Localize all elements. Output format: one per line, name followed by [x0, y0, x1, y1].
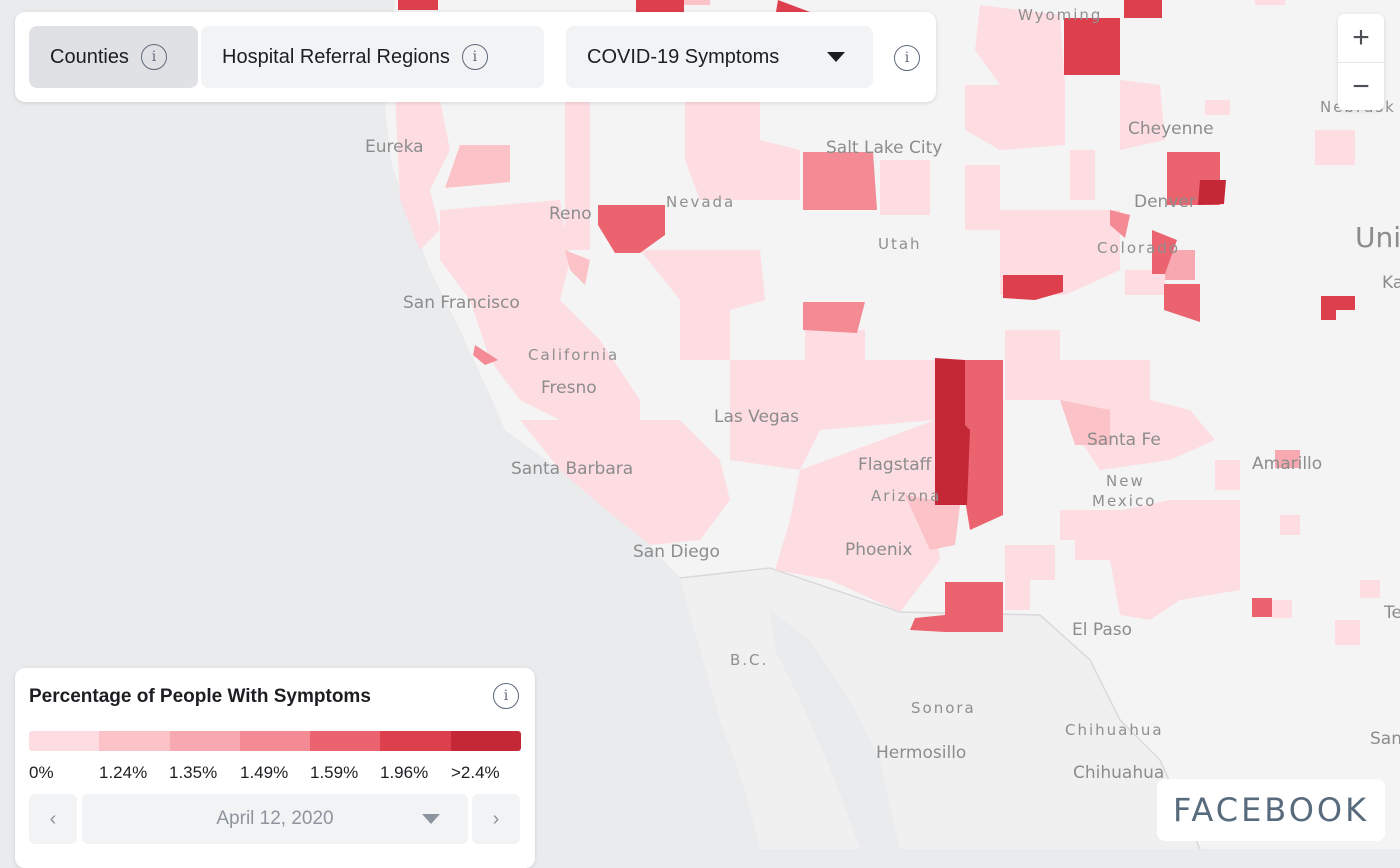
metric-dropdown[interactable]: COVID-19 Symptoms: [566, 26, 873, 88]
place-label: Santa Fe: [1087, 430, 1161, 450]
place-label: Santa Barbara: [511, 459, 633, 479]
legend-swatch: [310, 731, 381, 751]
place-label: Reno: [549, 204, 592, 224]
place-label: Salt Lake City: [826, 138, 942, 158]
place-label: California: [528, 346, 619, 364]
legend-swatch: [450, 731, 521, 751]
place-label: Amarillo: [1252, 454, 1322, 474]
place-label: Chihuahua: [1065, 721, 1164, 739]
place-label: New: [1106, 472, 1145, 490]
legend-swatch: [29, 731, 100, 751]
place-label: Chihuahua: [1073, 763, 1164, 783]
place-label: Las Vegas: [714, 407, 799, 427]
place-label: Te: [1383, 603, 1400, 623]
gulf: [770, 610, 900, 849]
legend-label: 1.24%: [99, 763, 148, 782]
place-label: El Paso: [1072, 620, 1132, 640]
zoom-in-button[interactable]: +: [1352, 21, 1370, 54]
zoom-controls: + −: [1338, 14, 1384, 110]
place-label: Colorado: [1097, 239, 1180, 257]
legend-swatch: [380, 731, 451, 751]
mexico-land: [680, 568, 1200, 849]
legend-label: 1.59%: [310, 763, 359, 782]
county-fills: [395, 0, 1380, 645]
legend-label: 1.96%: [380, 763, 429, 782]
legend-panel: Percentage of People With Symptoms i 0% …: [15, 668, 535, 868]
info-icon[interactable]: i: [493, 683, 519, 709]
place-label: Ka: [1382, 273, 1400, 293]
info-icon[interactable]: i: [894, 45, 920, 71]
place-label: B.C.: [730, 651, 768, 669]
tab-hospital-referral-regions[interactable]: Hospital Referral Regions i: [201, 26, 544, 88]
place-label: Fresno: [541, 378, 597, 398]
tab-hrr-label: Hospital Referral Regions: [222, 45, 450, 68]
region-toolbar: Counties i Hospital Referral Regions i C…: [15, 12, 936, 102]
legend-swatch: [169, 731, 240, 751]
zoom-out-button[interactable]: −: [1338, 62, 1384, 111]
place-label: Nevada: [666, 193, 735, 211]
place-label: Mexico: [1092, 492, 1156, 510]
date-picker: ‹ April 12, 2020 ›: [29, 794, 521, 844]
legend-label: >2.4%: [451, 763, 500, 782]
legend-swatch: [99, 731, 170, 751]
tab-counties-label: Counties: [50, 45, 129, 68]
place-label: Phoenix: [845, 540, 912, 560]
facebook-logo: FACEBOOK: [1157, 779, 1385, 841]
border-line: [679, 567, 1201, 849]
legend-title: Percentage of People With Symptoms: [29, 686, 371, 707]
place-label: Arizona: [871, 487, 941, 505]
legend-label: 0%: [29, 763, 54, 782]
place-label: San Diego: [633, 542, 720, 562]
place-label: Wyoming: [1018, 6, 1102, 24]
caret-down-icon: [422, 814, 440, 824]
place-labels: Wyoming Eureka Salt Lake City Cheyenne N…: [365, 6, 1400, 783]
place-label: San: [1370, 729, 1400, 749]
place-label: Eureka: [365, 137, 424, 157]
place-label: Hermosillo: [876, 743, 966, 763]
previous-date-button[interactable]: ‹: [29, 794, 77, 844]
place-label: San Francisco: [403, 293, 520, 313]
caret-down-icon: [827, 52, 845, 62]
metric-dropdown-value: COVID-19 Symptoms: [587, 45, 780, 68]
info-icon[interactable]: i: [461, 44, 488, 70]
legend-color-scale: [29, 731, 521, 751]
place-label: Utah: [878, 235, 922, 253]
legend-label: 1.49%: [240, 763, 289, 782]
place-label: Uni: [1355, 221, 1400, 254]
info-icon[interactable]: i: [140, 44, 167, 70]
tab-counties[interactable]: Counties i: [29, 26, 198, 88]
next-date-button[interactable]: ›: [472, 794, 520, 844]
place-label: Denver: [1134, 192, 1196, 212]
legend-label: 1.35%: [169, 763, 218, 782]
place-label: Cheyenne: [1128, 119, 1214, 139]
map-canvas[interactable]: Wyoming Eureka Salt Lake City Cheyenne N…: [0, 0, 1400, 849]
place-label: Flagstaff: [858, 455, 933, 475]
date-value: April 12, 2020: [216, 808, 334, 829]
legend-swatch: [239, 731, 311, 751]
place-label: Sonora: [911, 699, 976, 717]
date-dropdown[interactable]: April 12, 2020: [82, 794, 468, 844]
